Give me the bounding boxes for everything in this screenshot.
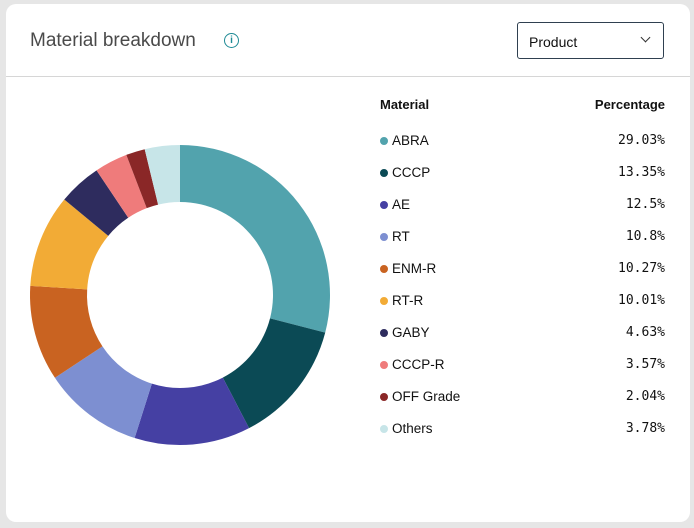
legend-row: CCCP 13.35% (380, 164, 665, 184)
material-breakdown-card: Material breakdown i Product Material Pe… (6, 4, 690, 522)
donut-slice-off-grade[interactable] (126, 149, 159, 209)
material-percentage: 29.03% (618, 133, 665, 148)
percentage-column-header: Percentage (594, 97, 665, 112)
legend-row: Others 3.78% (380, 420, 665, 440)
donut-chart (30, 145, 330, 446)
material-name: GABY (392, 325, 430, 340)
legend-row: GABY 4.63% (380, 324, 665, 344)
grouping-dropdown[interactable]: Product (517, 22, 664, 59)
material-name: RT-R (392, 293, 424, 308)
material-percentage: 10.27% (618, 261, 665, 276)
legend-dot (380, 137, 388, 145)
legend-dot (380, 169, 388, 177)
material-column-header: Material (380, 97, 430, 112)
legend-dot (380, 233, 388, 241)
material-name: ABRA (392, 133, 429, 148)
legend-dot (380, 425, 388, 433)
donut-slice-enm-r[interactable] (30, 285, 103, 378)
material-percentage: 10.01% (618, 293, 665, 308)
legend-dot (380, 297, 388, 305)
legend-dot (380, 329, 388, 337)
legend-dot (380, 361, 388, 369)
legend-row: RT 10.8% (380, 228, 665, 248)
chevron-down-icon (640, 32, 651, 43)
donut-slice-rt-r[interactable] (30, 199, 109, 290)
material-percentage: 2.04% (625, 389, 665, 404)
legend-row: AE 12.5% (380, 196, 665, 216)
legend-dot (380, 265, 388, 273)
material-name: RT (392, 229, 410, 244)
material-percentage: 4.63% (625, 325, 665, 340)
donut-slice-gaby[interactable] (64, 170, 129, 236)
material-name: CCCP-R (392, 357, 445, 372)
material-name: CCCP (392, 165, 431, 180)
donut-slice-rt[interactable] (54, 346, 152, 438)
legend-row: ABRA 29.03% (380, 132, 665, 152)
material-percentage: 12.5% (625, 197, 665, 212)
legend-dot (380, 393, 388, 401)
donut-slice-cccp-r[interactable] (96, 154, 147, 218)
material-name: OFF Grade (392, 389, 461, 404)
card-title: Material breakdown (30, 30, 196, 51)
legend-row: ENM-R 10.27% (380, 260, 665, 280)
material-percentage: 13.35% (618, 165, 665, 180)
material-percentage: 3.57% (625, 357, 665, 372)
legend-row: OFF Grade 2.04% (380, 388, 665, 408)
material-percentage: 10.8% (625, 229, 665, 244)
info-icon[interactable]: i (224, 33, 239, 48)
donut-slice-cccp[interactable] (222, 318, 326, 429)
material-name: AE (392, 197, 411, 212)
legend-dot (380, 201, 388, 209)
donut-slice-others[interactable] (144, 145, 180, 205)
material-percentage: 3.78% (625, 421, 665, 436)
material-name: ENM-R (392, 261, 437, 276)
donut-slice-ae[interactable] (134, 377, 250, 446)
dropdown-value: Product (529, 34, 578, 50)
legend-row: RT-R 10.01% (380, 292, 665, 312)
donut-slice-abra[interactable] (180, 145, 330, 333)
material-name: Others (392, 421, 433, 436)
card-header: Material breakdown i Product (6, 4, 690, 77)
legend-row: CCCP-R 3.57% (380, 356, 665, 376)
